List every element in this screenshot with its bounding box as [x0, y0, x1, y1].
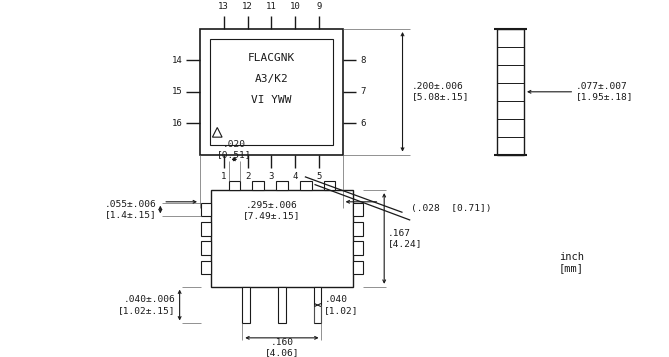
Text: 1: 1	[221, 172, 226, 181]
Bar	[201, 203, 211, 216]
Bar	[353, 241, 363, 255]
Bar	[300, 181, 312, 190]
Text: .055±.006
[1.4±.15]: .055±.006 [1.4±.15]	[105, 200, 157, 219]
Text: 9: 9	[316, 2, 322, 11]
Text: 6: 6	[360, 119, 365, 128]
Text: inch
[mm]: inch [mm]	[559, 252, 584, 273]
Text: 11: 11	[266, 2, 277, 11]
Bar	[276, 181, 288, 190]
Text: 16: 16	[172, 119, 183, 128]
Text: (.028  [0.71]): (.028 [0.71])	[411, 204, 492, 213]
Text: 2: 2	[245, 172, 250, 181]
Bar	[201, 222, 211, 236]
Text: .295±.006
[7.49±.15]: .295±.006 [7.49±.15]	[243, 201, 300, 220]
Bar	[201, 261, 211, 274]
Text: .167
[4.24]: .167 [4.24]	[388, 229, 423, 248]
Text: .077±.007
[1.95±.18]: .077±.007 [1.95±.18]	[576, 82, 634, 101]
Bar	[314, 287, 322, 323]
Bar	[353, 222, 363, 236]
Bar	[201, 241, 211, 255]
Text: 13: 13	[218, 2, 229, 11]
Text: 15: 15	[172, 87, 183, 96]
Bar	[252, 181, 264, 190]
Bar	[353, 261, 363, 274]
Text: FLACGNK: FLACGNK	[248, 53, 295, 63]
Text: .020
[0.51]: .020 [0.51]	[217, 140, 252, 159]
Bar	[324, 181, 335, 190]
Text: A3/K2: A3/K2	[254, 74, 288, 84]
Text: .040±.006
[1.02±.15]: .040±.006 [1.02±.15]	[118, 295, 176, 315]
Bar	[242, 287, 250, 323]
Text: VI YWW: VI YWW	[251, 95, 292, 105]
Text: 3: 3	[269, 172, 274, 181]
Bar	[229, 181, 240, 190]
Text: 12: 12	[242, 2, 253, 11]
Text: .040
[1.02]: .040 [1.02]	[324, 295, 359, 315]
Text: 10: 10	[290, 2, 300, 11]
Bar	[497, 29, 524, 155]
Text: 7: 7	[360, 87, 365, 96]
Text: 8: 8	[360, 56, 365, 65]
Bar	[209, 39, 333, 145]
Text: 5: 5	[316, 172, 322, 181]
Text: 4: 4	[292, 172, 298, 181]
Bar	[353, 203, 363, 216]
Bar	[278, 287, 286, 323]
Text: .200±.006
[5.08±.15]: .200±.006 [5.08±.15]	[412, 82, 470, 101]
Bar	[200, 29, 343, 155]
Text: 14: 14	[172, 56, 183, 65]
Bar	[211, 190, 353, 287]
Text: .160
[4.06]: .160 [4.06]	[265, 338, 299, 357]
